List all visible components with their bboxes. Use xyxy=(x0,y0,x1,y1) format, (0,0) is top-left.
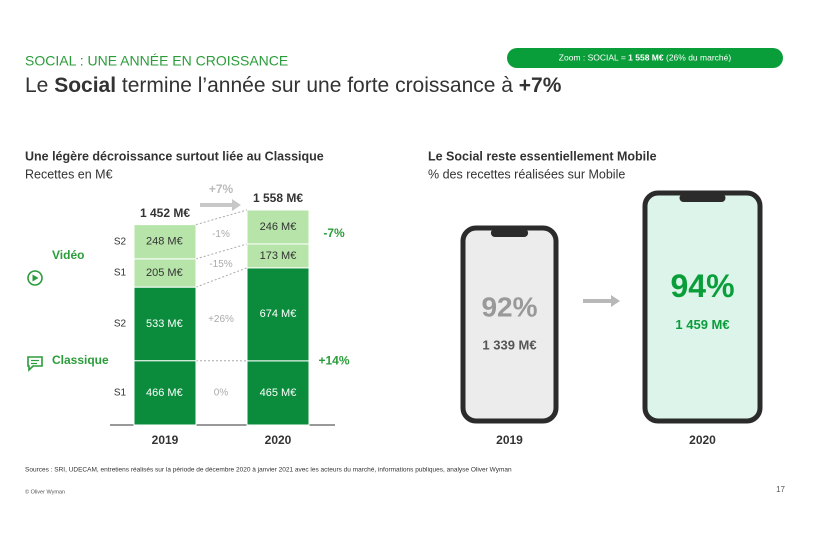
group-change: +14% xyxy=(318,354,349,368)
x-tick-label: 2019 xyxy=(152,433,179,447)
value-label: 248 M€ xyxy=(146,236,183,248)
x-tick-label: 2020 xyxy=(689,433,716,447)
share-label: 92% xyxy=(481,291,537,322)
bar-segment xyxy=(133,286,197,362)
share-label: 94% xyxy=(670,268,734,304)
bar-segment xyxy=(133,360,197,426)
title-part: Le xyxy=(25,74,54,97)
change-label: -15% xyxy=(209,259,232,270)
value-label: 466 M€ xyxy=(146,387,183,399)
chart-title: Le Social reste essentiellement Mobile xyxy=(428,149,657,163)
series-label: S1 xyxy=(114,387,127,398)
copyright: © Oliver Wyman xyxy=(25,488,65,495)
amount-label: 1 459 M€ xyxy=(675,317,729,332)
phone-arrow xyxy=(583,295,620,307)
total-change: +7% xyxy=(209,182,234,196)
group-label: Vidéo xyxy=(52,248,84,262)
amount-label: 1 339 M€ xyxy=(482,337,536,352)
zoom-pill xyxy=(507,48,783,68)
phone xyxy=(642,190,763,424)
connector xyxy=(195,209,248,226)
series-label: S2 xyxy=(114,319,127,330)
group-label: Classique xyxy=(52,353,109,367)
connector xyxy=(195,267,248,288)
x-tick-label: 2019 xyxy=(496,433,523,447)
zoom-text: Zoom : SOCIAL = 1 558 M€ (26% du marché) xyxy=(559,53,732,63)
title-part: Social xyxy=(54,74,116,97)
sources: Sources : SRI, UDECAM, entretiens réalis… xyxy=(25,467,512,474)
phone-notch xyxy=(679,194,726,202)
x-tick-label: 2020 xyxy=(265,433,292,447)
chat-icon xyxy=(27,356,43,372)
change-label: -1% xyxy=(212,229,230,240)
chart-subtitle: Recettes en M€ xyxy=(25,167,113,181)
page-number: 17 xyxy=(776,485,785,494)
bar-segment xyxy=(133,224,197,260)
zoom-part: (26% du marché) xyxy=(664,53,732,63)
video-icon xyxy=(27,270,43,286)
phone-notch xyxy=(490,229,529,237)
bar-segment xyxy=(246,267,310,362)
value-label: 674 M€ xyxy=(260,308,297,320)
chart-subtitle: % des recettes réalisées sur Mobile xyxy=(428,167,625,181)
change-label: 0% xyxy=(214,388,229,399)
series-label: S1 xyxy=(114,268,127,279)
total-label: 1 452 M€ xyxy=(140,206,190,220)
bar-segment xyxy=(246,209,310,245)
connector xyxy=(195,243,248,260)
bar-segment xyxy=(133,258,197,288)
zoom-part: 1 558 M€ xyxy=(628,53,664,63)
kicker: SOCIAL : UNE ANNÉE EN CROISSANCE xyxy=(25,53,288,69)
title-part: +7% xyxy=(519,74,562,97)
value-label: 173 M€ xyxy=(260,250,297,262)
value-label: 465 M€ xyxy=(260,387,297,399)
slide-title: Le Social termine l’année sur une forte … xyxy=(25,74,562,97)
change-label: +26% xyxy=(208,314,234,325)
video-icon xyxy=(32,274,39,282)
group-change: -7% xyxy=(323,226,345,240)
total-label: 1 558 M€ xyxy=(253,191,303,205)
zoom-part: Zoom : SOCIAL = xyxy=(559,53,628,63)
phone xyxy=(460,225,559,424)
title-part: termine l’année sur une forte croissance… xyxy=(116,74,519,97)
value-label: 205 M€ xyxy=(146,267,183,279)
value-label: 246 M€ xyxy=(260,221,297,233)
bar-segment xyxy=(246,360,310,426)
growth-arrow xyxy=(200,199,241,211)
chart-title: Une légère décroissance surtout liée au … xyxy=(25,149,324,163)
value-label: 533 M€ xyxy=(146,318,183,330)
series-label: S2 xyxy=(114,236,127,247)
